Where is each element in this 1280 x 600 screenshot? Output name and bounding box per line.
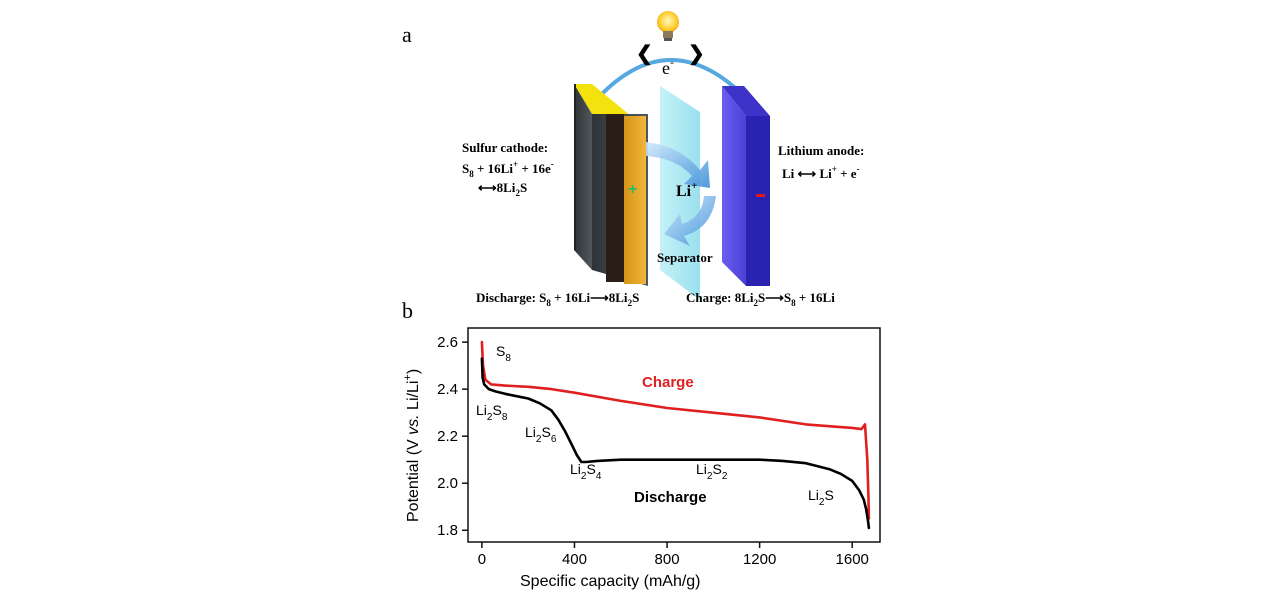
anode-equation: Li ⟷ Li+ + e- xyxy=(782,164,860,181)
annotation-s8: S8 xyxy=(496,343,511,364)
separator-label: Separator xyxy=(657,250,713,265)
electron-arrow-right-icon: ❯ xyxy=(688,43,705,66)
annotation-li2s6: Li2S6 xyxy=(525,424,557,445)
cathode-plus-sign: + xyxy=(628,181,637,198)
x-tick-label: 1600 xyxy=(836,551,869,568)
y-axis-label: Potential (V vs. Li/Li+) xyxy=(402,369,422,522)
x-tick-label: 800 xyxy=(655,551,680,568)
discharge-curve xyxy=(480,357,871,530)
y-tick-label: 2.0 xyxy=(437,475,458,492)
y-tick-label: 2.2 xyxy=(437,428,458,445)
y-tick-label: 2.6 xyxy=(437,334,458,351)
series-layer xyxy=(480,340,871,530)
panel-b: b 0 400 800 1200 1600 1.8 2.0 2.2 2.4 2.6 Specifi… xyxy=(402,298,881,590)
x-tick-label: 400 xyxy=(562,551,587,568)
charge-equation: Charge: 8Li2S⟶S8 + 16Li xyxy=(686,290,835,308)
annotation-li2s2: Li2S2 xyxy=(696,461,728,482)
anode-title: Lithium anode: xyxy=(778,143,864,158)
charge-series-label: Charge xyxy=(642,374,694,391)
y-tick-label: 1.8 xyxy=(437,522,458,539)
electron-label: e- xyxy=(662,55,674,78)
annotation-li2s: Li2S xyxy=(808,487,834,508)
cathode-equation-line2: ⟷8Li2S xyxy=(478,180,527,198)
light-bulb-icon xyxy=(657,11,679,41)
panel-a-label: a xyxy=(402,22,412,47)
ion-arrow-left-icon xyxy=(664,196,716,246)
electron-arrow-left-icon: ❮ xyxy=(636,43,653,66)
panel-a: a ❮ ❯ e- + Li+ xyxy=(402,11,864,308)
lithium-anode-block xyxy=(722,86,770,286)
charge-curve xyxy=(480,340,871,520)
cathode-equation-line1: S8 + 16Li+ + 16e- xyxy=(462,159,554,179)
axis-ticks: 0 400 800 1200 1600 1.8 2.0 2.2 2.4 2.6 xyxy=(437,334,869,568)
plot-frame xyxy=(467,327,881,543)
ion-arrow-right-icon xyxy=(646,142,710,188)
ion-label: Li+ xyxy=(676,180,697,200)
annotation-li2s4: Li2S4 xyxy=(570,461,602,482)
x-axis-label: Specific capacity (mAh/g) xyxy=(520,573,701,590)
x-tick-label: 0 xyxy=(478,551,486,568)
external-wire xyxy=(594,58,750,102)
anode-minus-sign xyxy=(756,194,765,197)
separator-membrane xyxy=(660,86,700,300)
x-tick-label: 1200 xyxy=(743,551,776,568)
discharge-equation: Discharge: S8 + 16Li⟶8Li2S xyxy=(476,290,639,308)
sulfur-cathode-block: + xyxy=(574,84,648,286)
discharge-series-label: Discharge xyxy=(634,489,707,506)
panel-b-label: b xyxy=(402,298,413,323)
y-tick-label: 2.4 xyxy=(437,381,458,398)
annotation-li2s8: Li2S8 xyxy=(476,402,508,423)
cathode-title: Sulfur cathode: xyxy=(462,140,548,155)
